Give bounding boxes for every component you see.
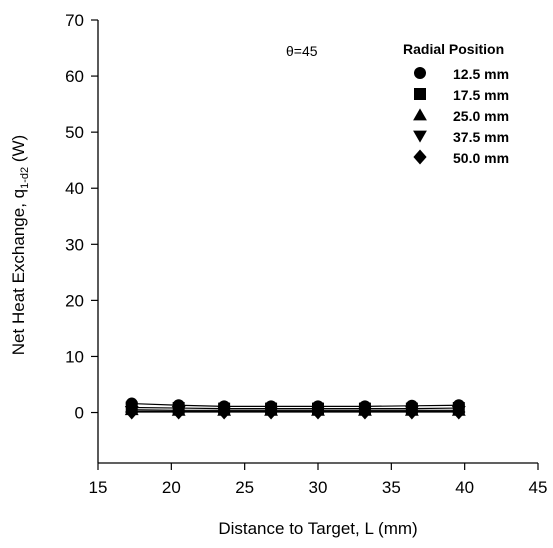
x-tick-label: 40 <box>455 478 474 497</box>
legend-title: Radial Position <box>403 41 504 57</box>
legend-label: 50.0 mm <box>453 150 509 166</box>
series-line <box>131 409 459 411</box>
y-tick-label: 70 <box>65 11 84 30</box>
data-point <box>311 404 325 420</box>
axes: 15 20 25 30 35 40 45 0 10 20 30 40 50 60 70 <box>65 11 547 497</box>
y-tick-label: 0 <box>75 404 84 423</box>
legend-label: 12.5 mm <box>453 66 509 82</box>
y-tick-label: 50 <box>65 123 84 142</box>
series-line <box>131 406 459 410</box>
legend-marker <box>413 130 427 143</box>
x-tick-label: 15 <box>89 478 108 497</box>
legend-label: 17.5 mm <box>453 87 509 103</box>
y-tick-label: 20 <box>65 291 84 310</box>
y-axis-title-subscript: 1-d2 <box>19 167 31 189</box>
legend-marker <box>413 108 427 121</box>
y-axis-title-main: Net Heat Exchange, q <box>9 189 28 355</box>
x-tick-label: 45 <box>529 478 548 497</box>
y-tick-label: 10 <box>65 347 84 366</box>
legend: Radial Position 12.5 mm 17.5 mm 25.0 mm 37.… <box>403 41 509 166</box>
x-tick-label: 30 <box>309 478 328 497</box>
x-tick-label: 25 <box>235 478 254 497</box>
legend-label: 37.5 mm <box>453 129 509 145</box>
data-point <box>125 404 139 420</box>
x-tick-label: 20 <box>162 478 181 497</box>
legend-marker <box>413 149 427 165</box>
x-axis-title: Distance to Target, L (mm) <box>218 519 417 538</box>
data-point <box>358 404 372 420</box>
data-point <box>172 404 186 420</box>
y-tick-label: 30 <box>65 235 84 254</box>
series-line <box>131 402 459 407</box>
legend-marker <box>414 88 426 100</box>
series-50-0-mm <box>125 404 466 420</box>
data-point <box>452 404 466 420</box>
y-axis-title-unit: (W) <box>9 135 28 167</box>
y-axis-title: Net Heat Exchange, q1-d2 (W) <box>9 135 31 355</box>
x-tick-label: 35 <box>382 478 401 497</box>
legend-label: 25.0 mm <box>453 108 509 124</box>
y-tick-label: 40 <box>65 179 84 198</box>
series-layer <box>124 397 466 420</box>
data-point <box>405 404 419 420</box>
data-point <box>264 404 278 420</box>
angle-annotation: θ=45 <box>286 43 318 59</box>
data-point <box>217 404 231 420</box>
y-tick-label: 60 <box>65 67 84 86</box>
legend-marker <box>414 67 426 79</box>
